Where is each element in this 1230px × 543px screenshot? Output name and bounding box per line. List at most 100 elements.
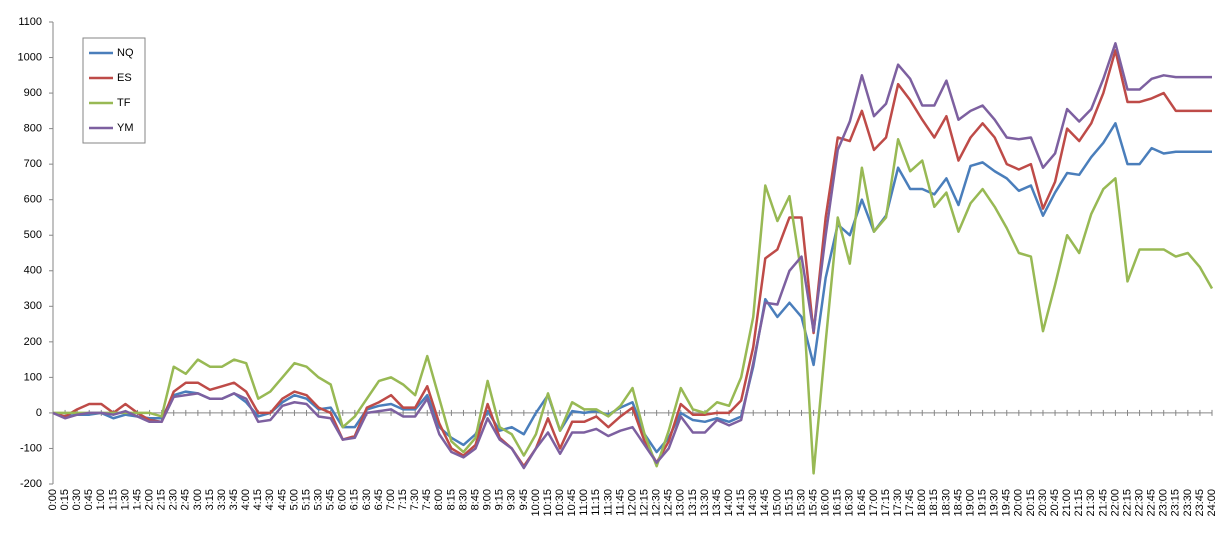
- x-tick-label: 20:45: [1049, 489, 1061, 517]
- x-tick-label: 15:45: [808, 489, 820, 517]
- x-tick-label: 20:30: [1037, 489, 1049, 517]
- x-tick-label: 12:15: [638, 489, 650, 517]
- x-tick-label: 23:00: [1158, 489, 1170, 517]
- x-tick-label: 13:00: [675, 489, 687, 517]
- x-tick-label: 1:45: [131, 489, 143, 510]
- legend-label: TF: [117, 97, 131, 109]
- y-tick-label: 300: [24, 300, 42, 312]
- y-tick-label: 800: [24, 123, 42, 135]
- x-tick-label: 14:30: [747, 489, 759, 517]
- x-tick-label: 7:45: [421, 489, 433, 510]
- x-tick-label: 5:30: [313, 489, 325, 510]
- x-tick-label: 7:00: [385, 489, 397, 510]
- x-tick-label: 8:45: [469, 489, 481, 510]
- x-tick-label: 16:30: [844, 489, 856, 517]
- y-tick-label: -100: [20, 442, 42, 454]
- series-line: [53, 138, 1214, 475]
- x-tick-label: 4:30: [264, 489, 276, 510]
- x-tick-label: 3:15: [204, 489, 216, 510]
- x-tick-label: 0:15: [59, 489, 71, 510]
- x-tick-label: 22:45: [1146, 489, 1158, 517]
- y-tick-label: 500: [24, 229, 42, 241]
- legend-label: NQ: [117, 47, 134, 59]
- x-tick-label: 22:30: [1133, 489, 1145, 517]
- x-tick-label: 19:00: [964, 489, 976, 517]
- x-tick-label: 17:30: [892, 489, 904, 517]
- x-tick-label: 22:00: [1109, 489, 1121, 517]
- x-tick-label: 6:45: [373, 489, 385, 510]
- x-tick-label: 2:15: [156, 489, 168, 510]
- x-tick-label: 22:15: [1121, 489, 1133, 517]
- x-tick-label: 10:15: [542, 489, 554, 517]
- x-tick-label: 0:30: [71, 489, 83, 510]
- x-tick-label: 14:00: [723, 489, 735, 517]
- series-line: [52, 122, 1212, 454]
- x-tick-label: 15:30: [795, 489, 807, 517]
- x-tick-label: 4:00: [240, 489, 252, 510]
- x-tick-label: 13:15: [687, 489, 699, 517]
- x-tick-label: 16:15: [832, 489, 844, 517]
- x-tick-label: 17:00: [868, 489, 880, 517]
- x-tick-label: 10:45: [566, 489, 578, 517]
- x-tick-label: 10:30: [554, 489, 566, 517]
- x-tick-label: 16:45: [856, 489, 868, 517]
- x-tick-label: 12:00: [626, 489, 638, 517]
- x-tick-label: 5:00: [288, 489, 300, 510]
- x-tick-label: 9:45: [518, 489, 530, 510]
- y-tick-label: -200: [20, 478, 42, 490]
- x-tick-label: 12:30: [651, 489, 663, 517]
- x-tick-label: 8:00: [433, 489, 445, 510]
- x-tick-label: 23:45: [1194, 489, 1206, 517]
- y-tick-label: 1100: [18, 16, 42, 28]
- x-tick-label: 4:15: [252, 489, 264, 510]
- x-tick-label: 0:00: [47, 489, 59, 510]
- x-tick-label: 3:45: [228, 489, 240, 510]
- y-tick-label: 400: [24, 265, 42, 277]
- y-tick-label: 200: [24, 336, 42, 348]
- x-tick-label: 11:00: [578, 489, 590, 516]
- x-tick-label: 12:45: [663, 489, 675, 517]
- x-tick-label: 6:00: [337, 489, 349, 510]
- x-tick-label: 5:15: [300, 489, 312, 510]
- y-tick-label: 100: [24, 371, 42, 383]
- x-tick-label: 23:30: [1182, 489, 1194, 517]
- x-tick-label: 19:15: [977, 489, 989, 517]
- x-tick-label: 10:00: [530, 489, 542, 517]
- x-tick-label: 9:30: [506, 489, 518, 510]
- x-tick-label: 6:30: [361, 489, 373, 510]
- x-tick-label: 23:15: [1170, 489, 1182, 517]
- x-tick-label: 1:00: [95, 489, 107, 510]
- legend-box: [82, 37, 146, 144]
- x-tick-label: 8:30: [457, 489, 469, 510]
- x-tick-label: 21:15: [1073, 489, 1085, 517]
- x-tick-label: 6:15: [349, 489, 361, 510]
- x-tick-label: 17:15: [880, 489, 892, 517]
- y-tick-label: 600: [24, 194, 42, 206]
- series-line: [52, 42, 1212, 470]
- legend-label: YM: [117, 122, 134, 134]
- x-tick-label: 8:15: [445, 489, 457, 510]
- x-tick-label: 3:30: [216, 489, 228, 510]
- x-tick-label: 1:15: [107, 489, 119, 510]
- x-tick-label: 4:45: [276, 489, 288, 510]
- x-tick-label: 20:15: [1025, 489, 1037, 517]
- x-tick-label: 9:15: [494, 489, 506, 510]
- x-tick-label: 11:45: [614, 489, 626, 516]
- x-tick-label: 14:45: [759, 489, 771, 517]
- x-tick-label: 11:15: [590, 489, 602, 516]
- x-tick-label: 21:45: [1097, 489, 1109, 517]
- x-tick-label: 20:00: [1013, 489, 1025, 517]
- x-tick-label: 2:30: [168, 489, 180, 510]
- x-tick-label: 5:45: [325, 489, 337, 510]
- y-tick-label: 0: [36, 407, 42, 419]
- y-tick-label: 700: [24, 158, 42, 170]
- x-tick-label: 24:00: [1206, 489, 1218, 517]
- x-tick-label: 18:00: [916, 489, 928, 517]
- x-tick-label: 21:30: [1085, 489, 1097, 517]
- x-tick-label: 13:30: [699, 489, 711, 517]
- x-tick-label: 1:30: [119, 489, 131, 510]
- x-tick-label: 2:45: [180, 489, 192, 510]
- x-tick-label: 16:00: [820, 489, 832, 517]
- x-tick-label: 0:45: [83, 489, 95, 510]
